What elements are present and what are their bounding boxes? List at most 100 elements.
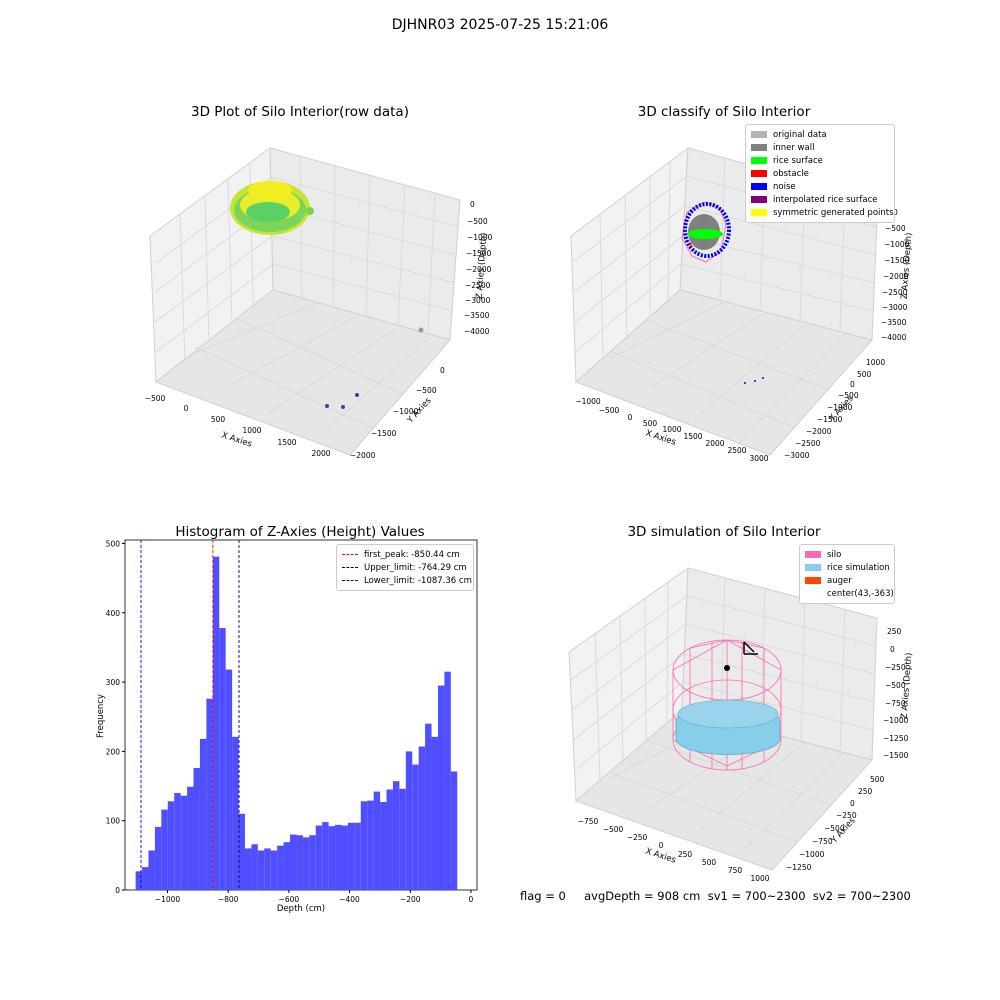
svg-text:0: 0 [184, 404, 189, 413]
svg-text:−1500: −1500 [883, 751, 909, 760]
hist-bar [296, 835, 303, 890]
svg-text:−3000: −3000 [784, 451, 810, 460]
hist-bar [167, 801, 175, 890]
panel1-x-ticks: −500 0 500 1000 1500 2000 [145, 394, 331, 458]
hist-bar [161, 809, 168, 890]
svg-text:−3500: −3500 [464, 311, 490, 320]
svg-text:−1500: −1500 [466, 249, 492, 258]
hist-y-tick-label: 400 [106, 609, 121, 618]
status-line: flag = 0 avgDepth = 908 cm sv1 = 700~230… [520, 889, 911, 903]
hist-bar [212, 556, 220, 890]
hist-bar [187, 786, 194, 890]
hist-bar [322, 822, 329, 890]
hist-x-tick-label: −1000 [155, 895, 181, 904]
legend-item-symmetric: symmetric generated points [751, 206, 894, 219]
legend-item-auger: auger [805, 574, 889, 587]
panel4-z-ticks: 250 0 −250 −500 −750 −1000 −1250 −1500 [883, 627, 909, 760]
svg-text:−250: −250 [885, 663, 906, 672]
hist-x-tick-label: 0 [469, 895, 474, 904]
svg-text:0: 0 [850, 380, 855, 389]
svg-text:−750: −750 [885, 699, 906, 708]
svg-text:−500: −500 [467, 217, 488, 226]
svg-text:250: 250 [887, 627, 902, 636]
legend-item-original-data: original data [751, 128, 889, 141]
svg-text:−1000: −1000 [799, 850, 825, 859]
svg-text:0: 0 [850, 799, 855, 808]
hist-x-ticks: −1000 −800 −600 −400 −200 0 [155, 890, 474, 904]
svg-text:1000: 1000 [750, 874, 769, 883]
panel4-y-ticks: 500 250 0 −250 −500 −750 −1000 −1250 [786, 775, 885, 872]
hist-bar [219, 628, 226, 890]
hist-bar [270, 850, 278, 890]
hist-bar [135, 871, 143, 890]
hist-bar [412, 764, 419, 890]
legend-item-center: center(43,-363) [827, 588, 894, 599]
svg-text:−4000: −4000 [464, 327, 490, 336]
panel2-point-cloud [681, 201, 764, 384]
svg-text:2000: 2000 [311, 449, 330, 458]
svg-text:−2000: −2000 [466, 265, 492, 274]
panel2-z-ticks: 0 −500 −1000 −1500 −2000 −2500 −3000 −35… [881, 208, 910, 342]
svg-text:−250: −250 [836, 811, 857, 820]
svg-text:750: 750 [728, 866, 743, 875]
hist-bar [148, 850, 155, 890]
hist-ylabel: Frequency [96, 694, 106, 738]
hist-y-tick-label: 500 [106, 539, 121, 548]
hist-bar [425, 723, 432, 890]
svg-text:1500: 1500 [277, 438, 296, 447]
hist-bar [347, 822, 355, 890]
figure-title: DJHNR03 2025-07-25 15:21:06 [391, 17, 609, 33]
hist-bar [238, 813, 245, 890]
hist-bar [206, 698, 213, 890]
hist-bar [418, 746, 426, 890]
legend-item-obstacle: obstacle [751, 167, 889, 180]
panel4-auger [724, 641, 758, 671]
svg-text:0: 0 [440, 366, 445, 375]
panel2-zlabel: Z Axies (Depth) [900, 232, 915, 299]
hist-bar [193, 768, 200, 890]
svg-text:500: 500 [857, 370, 872, 379]
hist-bar [380, 801, 387, 890]
panel4-x-ticks: −750 −500 −250 0 250 500 750 1000 [578, 817, 770, 883]
hist-bar [302, 837, 310, 890]
hist-y-tick-label: 200 [106, 747, 121, 756]
svg-text:250: 250 [678, 850, 693, 859]
hist-bar [437, 685, 445, 890]
svg-text:−500: −500 [145, 394, 166, 403]
panel1-zlabel: Z Axies (Depth) [475, 232, 490, 299]
svg-text:−4000: −4000 [881, 333, 907, 342]
svg-text:−1000: −1000 [827, 403, 853, 412]
svg-text:1000: 1000 [242, 426, 261, 435]
panel4-rice-simulation [675, 699, 781, 755]
panel4-3d-plot: −750 −500 −250 0 250 500 750 1000 X Axie… [568, 567, 914, 883]
hist-bar [367, 800, 374, 890]
hist-bar [251, 844, 258, 890]
svg-text:−750: −750 [578, 817, 599, 826]
hist-vlines [140, 540, 240, 890]
hist-bar [360, 801, 368, 890]
panel2-box [570, 146, 879, 456]
svg-text:0: 0 [890, 645, 895, 654]
hist-bar [386, 789, 393, 890]
svg-text:−250: −250 [627, 833, 648, 842]
legend-item-rice-surface: rice surface [751, 154, 889, 167]
hist-bar [444, 671, 451, 890]
svg-text:−500: −500 [603, 825, 624, 834]
svg-text:−3000: −3000 [882, 303, 908, 312]
svg-text:−2500: −2500 [882, 288, 908, 297]
svg-text:−500: −500 [599, 406, 620, 415]
panel3-histogram: −1000 −800 −600 −400 −200 0 0100200300400500 … [96, 539, 478, 914]
svg-text:−1500: −1500 [817, 415, 843, 424]
svg-text:3000: 3000 [749, 454, 768, 463]
svg-text:−500: −500 [885, 224, 906, 233]
svg-text:−1000: −1000 [884, 240, 910, 249]
panel3-title: Histogram of Z-Axies (Height) Values [175, 524, 425, 540]
svg-text:250: 250 [858, 787, 873, 796]
panel1-z-ticks: 0 −500 −1000 −1500 −2000 −2500 −3000 −35… [464, 200, 493, 336]
legend-item-interpolated: interpolated rice surface [751, 193, 889, 206]
svg-text:−2500: −2500 [795, 439, 821, 448]
hist-x-tick-label: −200 [400, 895, 421, 904]
svg-text:−3000: −3000 [465, 296, 491, 305]
svg-text:−500: −500 [416, 386, 437, 395]
svg-text:−1500: −1500 [371, 429, 397, 438]
